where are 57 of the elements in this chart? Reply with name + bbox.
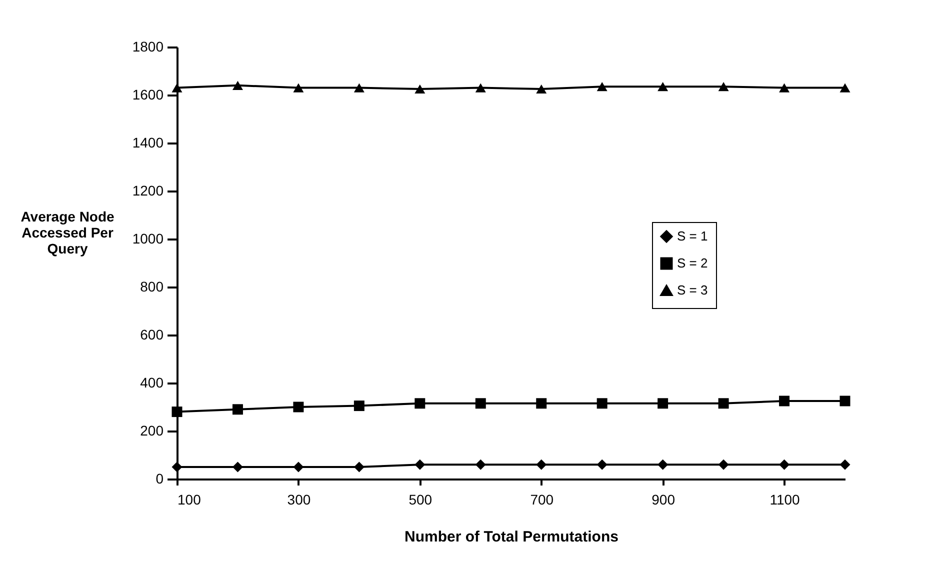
point (596, 459, 608, 470)
point (354, 462, 364, 472)
point (536, 459, 547, 470)
x-tick-label: 900 (652, 492, 676, 508)
point (840, 396, 850, 406)
point (475, 398, 486, 409)
point (718, 82, 729, 92)
x-tick-label: 700 (530, 492, 554, 508)
point (172, 83, 182, 92)
point (232, 462, 243, 472)
y-tick-label: 1400 (132, 134, 164, 150)
point (718, 398, 729, 409)
point (779, 459, 790, 470)
x-tick-label: 300 (287, 492, 311, 508)
x-tick-label: 1100 (770, 492, 800, 508)
point (414, 459, 426, 470)
point (658, 398, 668, 409)
point (172, 462, 182, 472)
y-tick-label: 400 (140, 374, 164, 390)
point (536, 84, 547, 94)
point (475, 83, 486, 92)
y-tick-label: 600 (140, 326, 164, 342)
point (232, 80, 243, 90)
point (718, 459, 729, 470)
x-axis-title: Number of Total Permutations (404, 528, 618, 546)
point (354, 83, 364, 92)
point (840, 83, 850, 92)
point (293, 83, 304, 92)
point (293, 402, 304, 412)
point (354, 400, 364, 412)
y-tick-label: 800 (140, 278, 164, 294)
point (596, 82, 608, 92)
point (596, 398, 608, 409)
y-tick-label: 1800 (132, 38, 164, 54)
legend-label: S = 2 (677, 256, 708, 270)
point (414, 398, 426, 409)
point (172, 406, 182, 418)
point (779, 396, 790, 406)
point (475, 459, 486, 470)
point (232, 404, 243, 415)
y-tick-label: 1600 (132, 86, 164, 102)
point (840, 459, 850, 470)
point (536, 398, 547, 409)
point (658, 82, 668, 92)
legend-label: S = 1 (677, 228, 708, 244)
y-tick-label: 1000 (132, 230, 164, 246)
y-axis-title: Average Node Accessed Per Query (20, 208, 115, 256)
point (779, 83, 790, 92)
point (293, 462, 304, 472)
point (414, 84, 426, 94)
point (658, 459, 668, 470)
y-tick-label: 0 (156, 470, 164, 486)
x-tick-label: 500 (408, 492, 432, 508)
legend-label: S = 3 (677, 282, 708, 298)
y-tick-label: 1200 (132, 182, 164, 198)
x-tick-label: 100 (178, 492, 202, 508)
y-tick-label: 200 (140, 422, 164, 438)
